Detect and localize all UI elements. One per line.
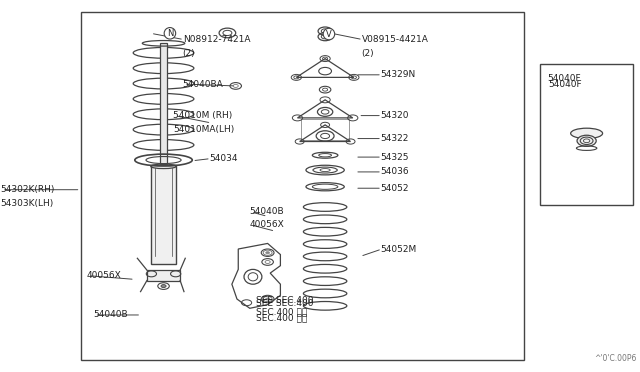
Ellipse shape (577, 135, 596, 146)
Text: 54036: 54036 (381, 167, 410, 176)
Text: SEE SEC.400: SEE SEC.400 (256, 299, 314, 308)
Text: SEE SEC.400: SEE SEC.400 (256, 296, 314, 305)
Text: 40056X: 40056X (250, 221, 285, 230)
Ellipse shape (571, 128, 603, 138)
Text: SEC.400 参照: SEC.400 参照 (256, 313, 307, 322)
Text: 54010M (RH): 54010M (RH) (173, 111, 232, 120)
Text: ^'0'C.00P6: ^'0'C.00P6 (594, 354, 636, 363)
Bar (160, 43, 168, 164)
Text: 54040F: 54040F (547, 74, 581, 83)
Text: 54052: 54052 (381, 184, 409, 193)
Text: 54040F: 54040F (548, 80, 582, 89)
Text: 54040BA: 54040BA (182, 80, 223, 89)
Text: V: V (326, 29, 332, 39)
Text: 54322: 54322 (381, 134, 409, 143)
Text: 54320: 54320 (381, 111, 409, 120)
Text: 54303K(LH): 54303K(LH) (1, 199, 54, 208)
Circle shape (266, 251, 269, 254)
Text: 54325: 54325 (381, 153, 409, 161)
Text: 54040B: 54040B (250, 208, 284, 217)
Bar (301, 119, 349, 140)
Bar (151, 164, 176, 264)
Text: N: N (167, 29, 173, 38)
Text: 54034: 54034 (209, 154, 238, 163)
Text: N08912-7421A: N08912-7421A (182, 35, 250, 44)
Text: V08915-4421A: V08915-4421A (362, 35, 428, 44)
Bar (540, 64, 633, 205)
Text: (2): (2) (182, 49, 195, 58)
Circle shape (161, 285, 166, 288)
Text: 40056X: 40056X (87, 271, 122, 280)
Text: 54010MA(LH): 54010MA(LH) (173, 125, 234, 134)
Bar (147, 270, 180, 280)
Circle shape (266, 298, 269, 300)
Text: SEC.400 参照: SEC.400 参照 (256, 308, 307, 317)
Text: 54052M: 54052M (381, 244, 417, 253)
Text: (2): (2) (362, 49, 374, 58)
Text: 54329N: 54329N (381, 70, 416, 79)
Text: 54040B: 54040B (93, 311, 128, 320)
Bar (81, 12, 524, 360)
Text: 54302K(RH): 54302K(RH) (1, 185, 55, 194)
